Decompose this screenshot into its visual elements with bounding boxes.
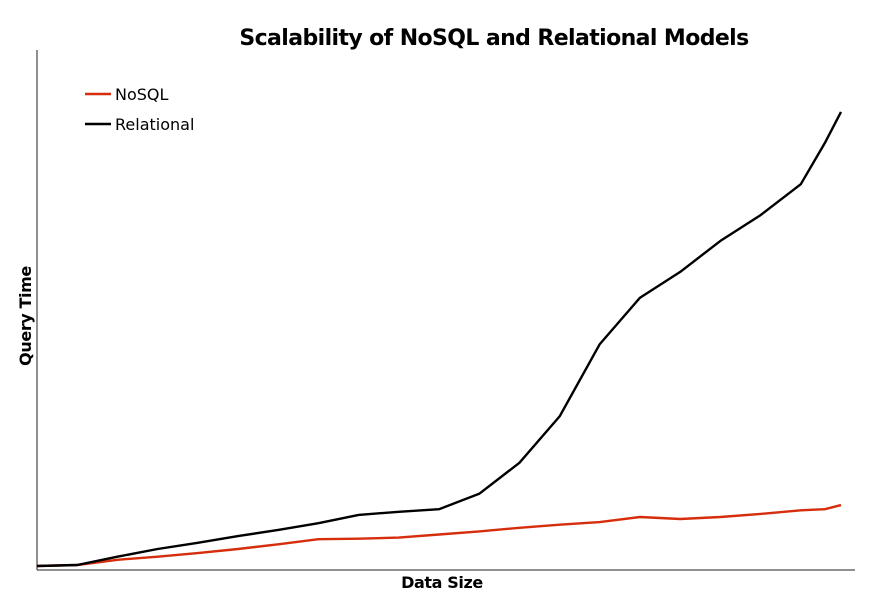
legend: NoSQL Relational — [85, 85, 194, 134]
series-layer — [36, 111, 843, 568]
legend-label-nosql: NoSQL — [115, 85, 169, 104]
legend-label-relational: Relational — [115, 115, 194, 134]
y-axis-label: Query Time — [16, 266, 35, 366]
series-line-relational — [36, 111, 843, 568]
x-axis-label: Data Size — [401, 573, 483, 592]
series-line-nosql — [36, 503, 842, 568]
chart-title: Scalability of NoSQL and Relational Mode… — [239, 26, 749, 51]
